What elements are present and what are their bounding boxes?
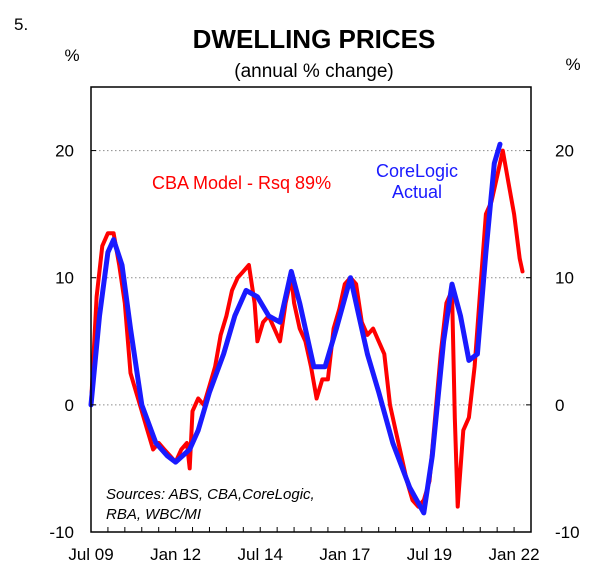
source-note-line: RBA, WBC/MI bbox=[106, 506, 201, 523]
x-tick-label: Jul 14 bbox=[238, 545, 283, 564]
x-tick-label: Jul 19 bbox=[407, 545, 452, 564]
x-tick-label: Jan 17 bbox=[319, 545, 370, 564]
chart-title: DWELLING PRICES bbox=[193, 24, 436, 54]
plot-frame bbox=[90, 86, 532, 533]
figure-number: 5. bbox=[14, 15, 28, 34]
source-note-line: Sources: ABS, CBA,CoreLogic, bbox=[106, 486, 315, 503]
gridlines bbox=[91, 150, 531, 406]
y-tick-label-right: 10 bbox=[555, 269, 574, 288]
y-tick-labels: -10 -10 0 0 10 10 20 20 bbox=[49, 142, 579, 542]
axis-ticks bbox=[90, 150, 532, 533]
source-note: Sources: ABS, CBA,CoreLogic, RBA, WBC/MI bbox=[106, 486, 315, 523]
y-tick-label-right: 0 bbox=[555, 396, 564, 415]
x-tick-label: Jan 12 bbox=[150, 545, 201, 564]
y-tick-label-right: 20 bbox=[555, 142, 574, 161]
y-tick-label-left: 20 bbox=[55, 142, 74, 161]
y-tick-label-left: 0 bbox=[65, 396, 74, 415]
series-label-cba-model: CBA Model - Rsq 89% bbox=[152, 173, 331, 193]
y-axis-label-right: % bbox=[565, 55, 580, 74]
series-label-corelogic-actual: CoreLogic bbox=[376, 161, 458, 181]
x-tick-label: Jan 22 bbox=[489, 545, 540, 564]
y-axis-label-left: % bbox=[64, 46, 79, 65]
x-tick-labels: Jul 09 Jan 12 Jul 14 Jan 17 Jul 19 Jan 22 bbox=[68, 545, 539, 564]
series-lines bbox=[88, 141, 525, 516]
series-line-corelogic-actual bbox=[88, 141, 503, 516]
chart-subtitle: (annual % change) bbox=[234, 61, 394, 82]
x-tick-label: Jul 09 bbox=[68, 545, 113, 564]
series-label-corelogic-actual: Actual bbox=[392, 182, 442, 202]
y-tick-label-left: -10 bbox=[49, 523, 74, 542]
y-tick-label-right: -10 bbox=[555, 523, 580, 542]
y-tick-label-left: 10 bbox=[55, 269, 74, 288]
